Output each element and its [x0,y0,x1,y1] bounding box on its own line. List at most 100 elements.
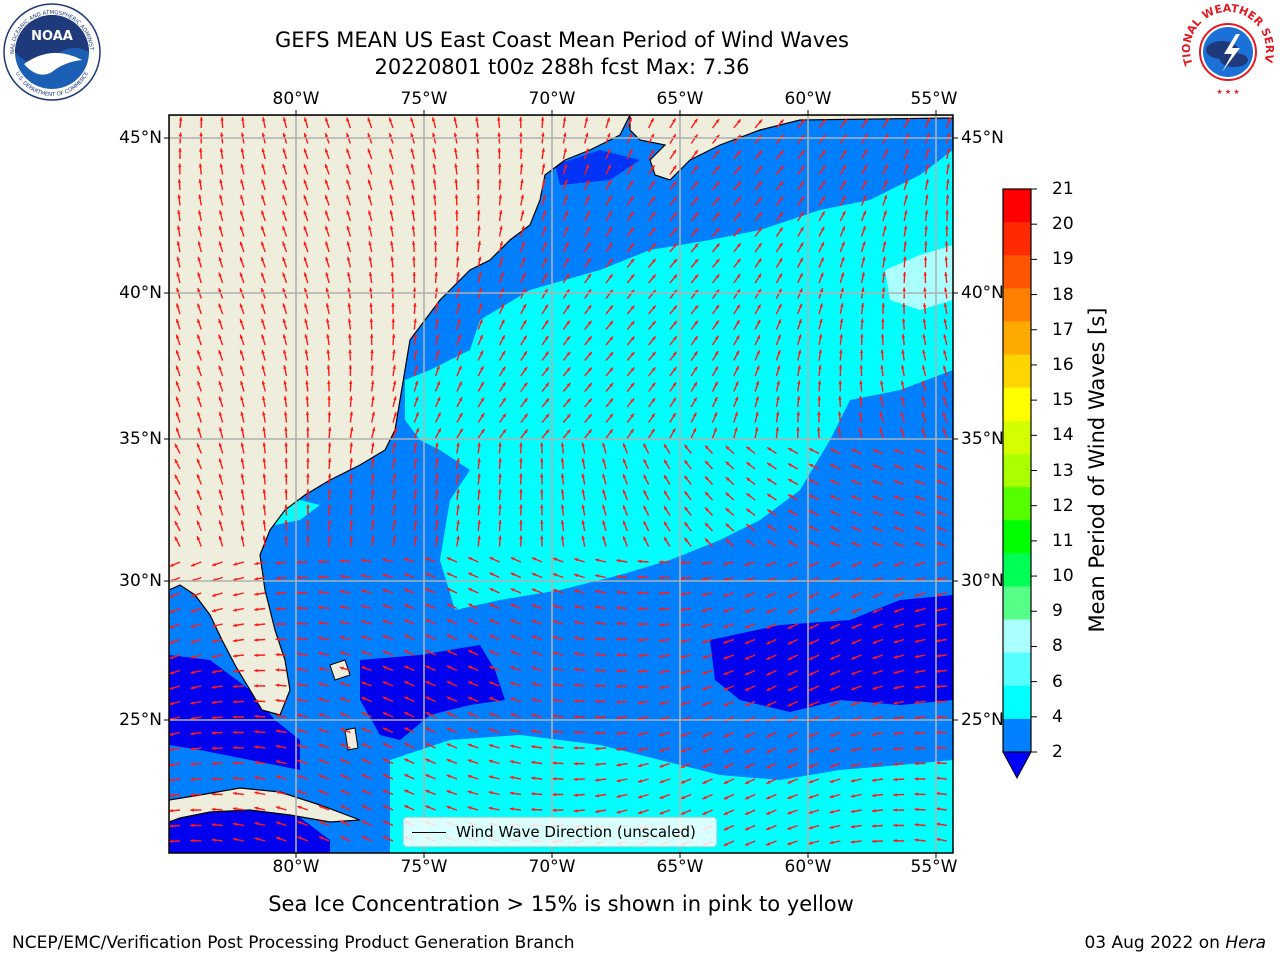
wave-arrow-head [829,779,834,783]
wave-arrow-head [808,779,813,784]
wave-arrow-head [369,334,374,338]
wave-arrow-head [905,164,909,169]
wave-arrow-head [435,520,439,524]
colorbar-segment [1003,652,1031,687]
wave-arrow-head [884,179,888,184]
wave-arrow-head [254,684,258,688]
wave-arrow-head [468,572,473,576]
wave-arrow-head [595,809,600,814]
wave-arrow-head [914,624,919,628]
wave-arrow-head [521,225,525,230]
wave-arrow-head [218,473,223,478]
wave-arrow-head [433,225,437,230]
wave-arrow-head [672,367,677,372]
wave-arrow-head [453,148,458,152]
wave-arrow-head [275,775,280,779]
wave-arrow-head [588,367,592,372]
wave-arrow-head [190,838,194,843]
wave-arrow-head [893,542,898,546]
wave-arrow-head [521,257,526,262]
wave-arrow-head [905,148,909,153]
wave-arrow-head [468,697,473,701]
wave-arrow-head [651,413,655,418]
wave-arrow-head [943,303,948,308]
wave-arrow-head [616,559,621,563]
wave-arrow-head [446,774,451,778]
wave-arrow-head [914,838,919,842]
wave-arrow-head [282,117,287,122]
wave-arrow-head [262,411,266,416]
wave-arrow-head [680,560,684,565]
wave-arrow-head [757,304,761,309]
wave-arrow-head [519,442,523,447]
wave-arrow-head [254,561,259,566]
wave-arrow-head [425,774,430,778]
wave-arrow-head [945,194,950,199]
wave-arrow-head [361,805,366,809]
wave-arrow-head [318,728,323,732]
wave-arrow-head [693,412,697,417]
wave-arrow-head [829,764,834,768]
wave-arrow-head [382,696,387,701]
wave-arrow-head [737,150,741,155]
wave-arrow-head [339,635,344,640]
wave-arrow-head [348,349,352,354]
wave-arrow-head [169,624,174,629]
wave-arrow-head [413,489,418,494]
wave-arrow-head [468,634,473,639]
wave-arrow-head [914,807,919,812]
wave-arrow-head [880,380,884,385]
wave-arrow-head [477,458,481,462]
wave-arrow-head [672,165,677,170]
wave-arrow-head [851,656,856,660]
wave-arrow-head [566,398,571,403]
wave-arrow-head [498,194,503,199]
wave-arrow-head [672,181,677,186]
wave-arrow-head [609,352,614,356]
wave-arrow-head [382,619,387,624]
wave-arrow-head [531,588,536,592]
wave-arrow-head [296,591,301,595]
wave-arrow-head [746,477,751,482]
wave-arrow-head [391,318,396,323]
wave-arrow-head [325,303,330,308]
wave-arrow-head [324,148,329,153]
wave-arrow-head [630,413,634,418]
wave-arrow-head [413,334,418,338]
wave-arrow-head [382,650,387,654]
wave-arrow-head [349,473,353,478]
wave-arrow-head [325,287,330,292]
wave-arrow-head [425,727,430,732]
wave-arrow-head [757,273,762,278]
wave-arrow-head [477,473,481,478]
wave-arrow-head [489,603,494,608]
wave-arrow-head [437,396,441,401]
wave-arrow-head [404,634,409,639]
wave-arrow-head [346,164,350,169]
wave-arrow-head [540,520,544,524]
wave-arrow-head [198,179,202,183]
wave-arrow-head [211,746,216,751]
wave-arrow-head [382,820,387,825]
wave-arrow-head [553,557,558,562]
wave-arrow-head [608,211,612,216]
wave-arrow-head [936,495,941,499]
wave-arrow-head [944,241,949,245]
wave-arrow-head [872,526,877,531]
wave-arrow-head [658,560,663,564]
wave-arrow-head [725,461,730,466]
wave-arrow-head [431,117,436,122]
wave-arrow-head [616,810,621,814]
wave-arrow-head [456,442,460,447]
wave-arrow-head [197,427,201,432]
wave-arrow-head [254,638,258,642]
wave-arrow-head [169,563,174,567]
wave-arrow-head [392,349,396,354]
wave-arrow-head [531,776,535,780]
wave-arrow-head [489,697,494,701]
wave-arrow-head [659,779,664,784]
wave-arrow-head [477,504,481,509]
wave-arrow-head [936,511,941,515]
wave-arrow-head [468,712,472,716]
wave-arrow-head [758,166,763,170]
